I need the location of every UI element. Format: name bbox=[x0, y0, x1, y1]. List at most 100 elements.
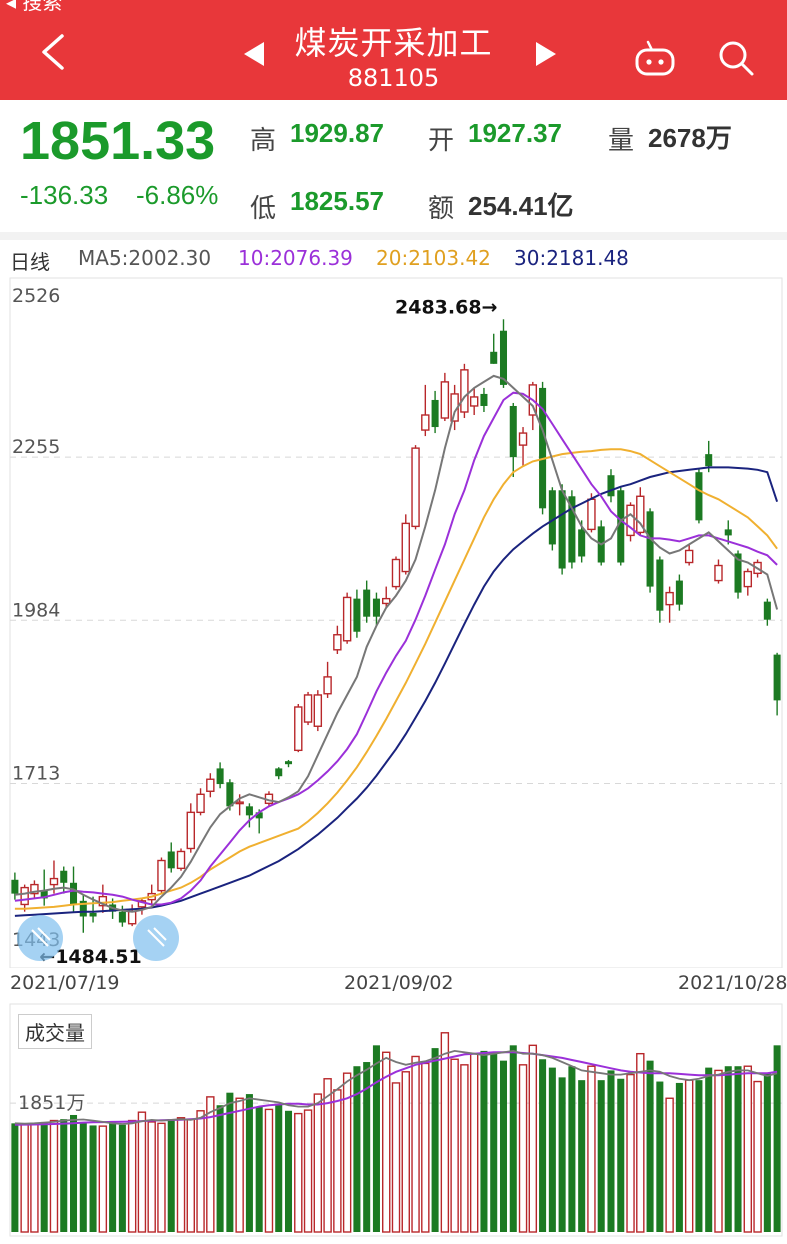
candle-body bbox=[548, 490, 556, 545]
candle bbox=[353, 589, 361, 638]
drag-handle-icon[interactable] bbox=[17, 915, 63, 961]
volume-bar bbox=[313, 1093, 323, 1233]
candle-body bbox=[773, 654, 781, 701]
candle bbox=[323, 661, 332, 698]
volume-bar bbox=[30, 1122, 39, 1233]
volume-bar bbox=[440, 1032, 450, 1233]
volume-bar bbox=[539, 1059, 547, 1232]
candle-body bbox=[196, 793, 205, 814]
volume-label: 量 bbox=[608, 126, 635, 156]
candle bbox=[695, 469, 703, 524]
volume-bar bbox=[157, 1122, 166, 1233]
volume-bar bbox=[255, 1106, 263, 1232]
next-stock-arrow-icon[interactable] bbox=[536, 42, 556, 66]
volume-chart[interactable]: 1851万 bbox=[0, 1000, 787, 1244]
volume-bar bbox=[480, 1050, 488, 1232]
candle-body bbox=[499, 330, 508, 385]
volume-bar bbox=[714, 1069, 723, 1233]
volume-bar bbox=[684, 1079, 694, 1233]
candle bbox=[469, 387, 479, 416]
candle bbox=[127, 904, 137, 927]
volume-value: 2678万 bbox=[648, 123, 732, 153]
volume-bar bbox=[40, 1121, 48, 1232]
volume-bar bbox=[578, 1080, 586, 1232]
candle-body bbox=[626, 504, 635, 537]
candle-body bbox=[284, 761, 293, 765]
candle-body bbox=[342, 596, 352, 642]
candle-body bbox=[490, 351, 498, 364]
candle bbox=[763, 598, 771, 626]
volume-bar bbox=[216, 1105, 224, 1232]
period-label[interactable]: 日线 bbox=[10, 250, 50, 274]
volume-bar bbox=[127, 1119, 137, 1233]
volume-indicator-label[interactable]: 成交量 bbox=[18, 1014, 92, 1049]
drag-handle-icon[interactable] bbox=[133, 915, 179, 961]
candle-body bbox=[724, 529, 732, 536]
volume-bar bbox=[226, 1092, 234, 1232]
volume-bar bbox=[49, 1119, 59, 1233]
candle bbox=[372, 592, 380, 626]
volume-bar bbox=[79, 1121, 87, 1232]
candle bbox=[460, 363, 469, 419]
back-arrow-icon[interactable] bbox=[36, 32, 72, 72]
candle bbox=[313, 690, 323, 732]
candle bbox=[11, 872, 19, 900]
volume-bar bbox=[753, 1080, 762, 1233]
candle bbox=[773, 652, 781, 716]
candle bbox=[490, 333, 498, 364]
volume-bar bbox=[450, 1058, 459, 1233]
volume-bar bbox=[109, 1121, 117, 1232]
candle bbox=[421, 384, 430, 437]
volume-bar bbox=[568, 1066, 576, 1232]
ma20-legend: 20:2103.42 bbox=[376, 246, 491, 270]
previous-stock-arrow-icon[interactable] bbox=[244, 42, 264, 66]
candle-body bbox=[118, 911, 126, 923]
candle-body bbox=[714, 564, 723, 582]
volume-bar bbox=[705, 1067, 713, 1232]
volume-bar bbox=[11, 1123, 19, 1232]
volume-bar bbox=[421, 1062, 430, 1233]
candle bbox=[391, 556, 401, 590]
candle bbox=[548, 487, 556, 551]
candle bbox=[275, 767, 283, 780]
price-change: -136.33 bbox=[20, 180, 109, 210]
ma30-line bbox=[14, 466, 779, 917]
candle-body bbox=[469, 396, 479, 407]
stock-code: 881105 bbox=[347, 64, 440, 92]
volume-bar bbox=[636, 1052, 645, 1233]
volume-bar bbox=[333, 1089, 342, 1233]
candle bbox=[342, 592, 352, 644]
candle bbox=[294, 703, 303, 753]
candle bbox=[196, 788, 205, 816]
volume-bar bbox=[98, 1125, 108, 1233]
candle-body bbox=[460, 369, 469, 413]
candle bbox=[40, 869, 48, 906]
candle bbox=[216, 762, 224, 789]
candle-body bbox=[294, 706, 303, 752]
back-to-search-link[interactable]: ◂ 搜索 bbox=[6, 0, 63, 14]
search-icon[interactable] bbox=[716, 38, 756, 78]
volume-bar bbox=[558, 1077, 566, 1232]
volume-bar bbox=[675, 1082, 683, 1232]
ma5-line bbox=[14, 374, 779, 913]
candlestick-chart[interactable]: 252622551984171314432483.68→←1484.51 bbox=[0, 276, 787, 968]
ma20-line bbox=[14, 448, 778, 910]
candle bbox=[206, 773, 215, 798]
volume-bar bbox=[264, 1108, 274, 1233]
candle bbox=[167, 842, 175, 873]
volume-bar bbox=[186, 1118, 196, 1233]
candle-body bbox=[98, 895, 108, 907]
amount-label: 额 bbox=[428, 194, 455, 224]
candle bbox=[607, 469, 615, 503]
ma10-line bbox=[14, 391, 778, 906]
volume-bar bbox=[411, 1055, 420, 1233]
candle-body bbox=[323, 676, 332, 695]
volume-bar bbox=[363, 1062, 371, 1232]
candle-body bbox=[695, 472, 703, 521]
candle bbox=[431, 390, 439, 434]
candle-body bbox=[656, 559, 664, 611]
candle bbox=[60, 866, 68, 894]
volume-bar bbox=[724, 1066, 732, 1232]
volume-bar bbox=[734, 1066, 742, 1232]
robot-assistant-icon[interactable] bbox=[634, 38, 676, 78]
